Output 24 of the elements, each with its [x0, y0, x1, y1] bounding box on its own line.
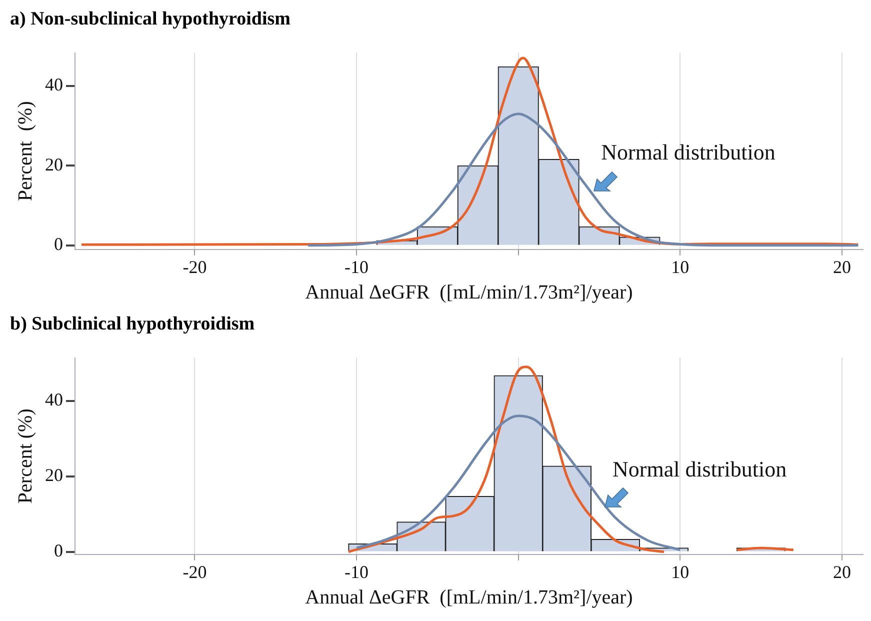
- x-axis-title: Annual ΔeGFR ([mL/min/1.73m²]/year): [305, 281, 633, 304]
- y-axis-title: Percent (%): [14, 408, 36, 504]
- x-tick-label: 20: [832, 256, 851, 277]
- x-axis-title: Annual ΔeGFR ([mL/min/1.73m²]/year): [305, 586, 633, 608]
- y-tick-label: 40: [45, 74, 63, 95]
- y-tick-label: 0: [54, 540, 63, 560]
- chart-title: a) Non-subclinical hypothyroidism: [10, 8, 291, 30]
- annotation: Normal distribution: [612, 456, 787, 482]
- y-tick-label: 20: [45, 465, 63, 486]
- line-series: [355, 414, 682, 552]
- y-axis-title: Percent (%): [14, 101, 36, 202]
- x-tick-label: -10: [344, 562, 369, 582]
- x-tick-label: 10: [671, 256, 690, 277]
- x-tick-label: 10: [671, 562, 690, 582]
- y-tick-label: 40: [45, 390, 63, 410]
- line-series: [306, 112, 860, 247]
- x-tick-label: 20: [832, 562, 851, 582]
- annotation: Normal distribution: [601, 140, 776, 165]
- y-tick-label: 20: [45, 154, 63, 174]
- x-tick-label: -20: [182, 562, 207, 582]
- y-tick-label: 0: [54, 234, 63, 254]
- x-tick-label: -10: [344, 256, 369, 277]
- x-tick-label: -20: [182, 256, 207, 277]
- chart-title: b) Subclinical hypothyroidism: [10, 313, 255, 334]
